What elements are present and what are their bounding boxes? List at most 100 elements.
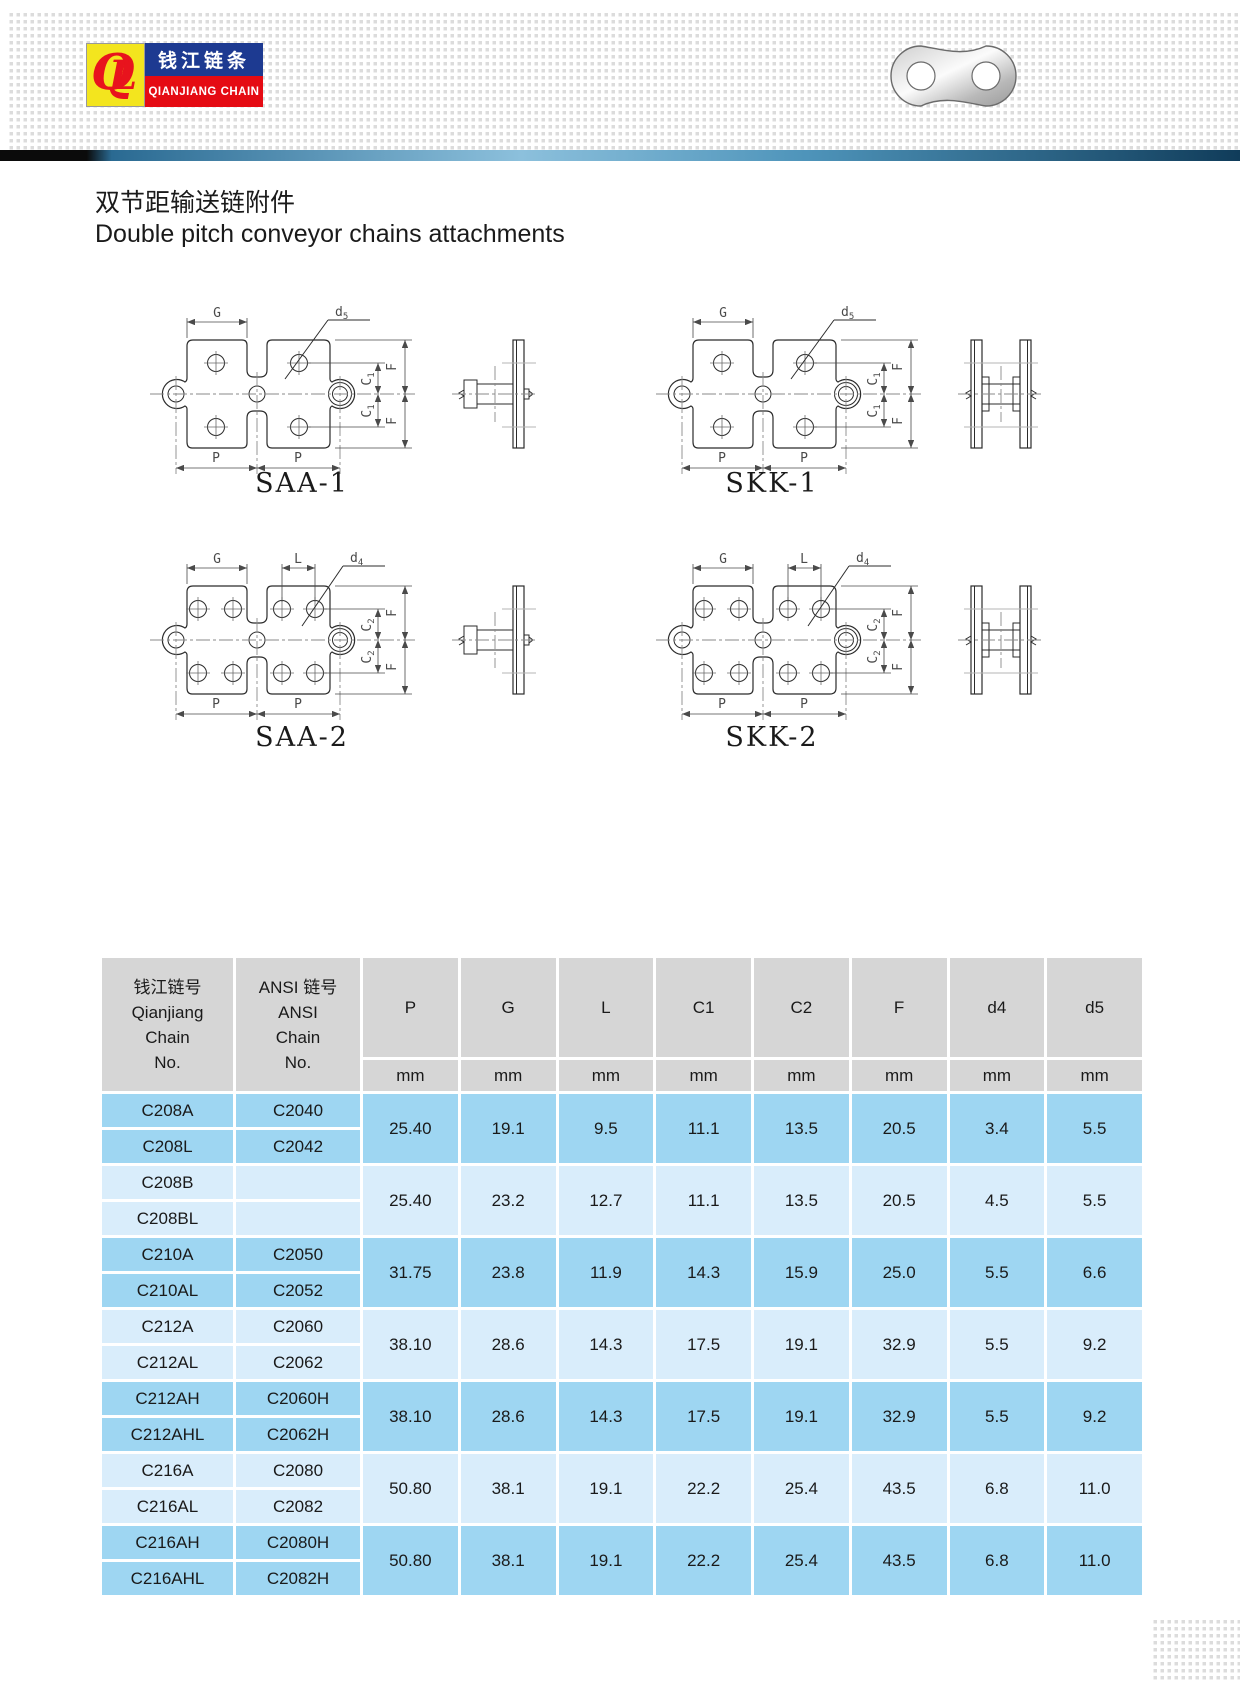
table-row: C216AH C2080H 50.80 38.1 19.1 22.2 25.4 43.5 6.8… (102, 1526, 1142, 1595)
chain-no-cell: C216AL (102, 1490, 233, 1523)
diagram-saa1: G d5 C1 C1 F F P P (149, 305, 539, 475)
ansi-no-cell: C2062H (236, 1418, 360, 1451)
svg-text:d5: d5 (841, 305, 854, 322)
value-cell: 22.2 (656, 1454, 751, 1523)
col-header-d5: d5 (1047, 958, 1142, 1057)
spec-table: 钱江链号 Qianjiang Chain No. ANSI 链号 ANSI Chain No.… (99, 955, 1145, 1598)
value-cell: 43.5 (851, 1454, 947, 1523)
value-cell: 32.9 (851, 1310, 947, 1379)
col-header-c2: C2 (754, 958, 849, 1057)
svg-text:P: P (800, 697, 808, 712)
chain-no-cell: C212AH (102, 1382, 233, 1415)
ansi-no-cell (236, 1166, 360, 1199)
value-cell: 11.1 (656, 1166, 751, 1235)
unit-cell: mm (1047, 1060, 1142, 1091)
value-cell: 25.40 (363, 1166, 458, 1235)
svg-text:C2: C2 (360, 618, 377, 631)
col-header-l: L (558, 958, 654, 1057)
svg-text:L: L (294, 552, 302, 567)
chain-no-cell: C212AHL (102, 1418, 233, 1451)
value-cell: 15.9 (754, 1238, 849, 1307)
chain-no-cell: C208BL (102, 1202, 233, 1235)
svg-text:C2: C2 (866, 618, 883, 631)
value-cell: 9.2 (1047, 1310, 1142, 1379)
value-cell: 6.8 (949, 1526, 1045, 1595)
value-cell: 28.6 (460, 1310, 556, 1379)
value-cell: 19.1 (558, 1526, 654, 1595)
page-title-cn: 双节距输送链附件 (95, 189, 296, 217)
svg-text:F: F (385, 417, 400, 425)
value-cell: 32.9 (851, 1382, 947, 1451)
table-row: C212AH C2060H 38.10 28.6 14.3 17.5 19.1 32.9 5.5… (102, 1382, 1142, 1451)
unit-cell: mm (851, 1060, 947, 1091)
value-cell: 14.3 (558, 1310, 654, 1379)
svg-text:L: L (800, 552, 808, 567)
value-cell: 11.1 (656, 1094, 751, 1163)
value-cell: 19.1 (754, 1382, 849, 1451)
table-row: C210AL C2052 (102, 1274, 1142, 1307)
spec-table-head: 钱江链号 Qianjiang Chain No. ANSI 链号 ANSI Chain No.… (102, 958, 1142, 1091)
table-row: C208BL (102, 1202, 1142, 1235)
diagram-label-skk1: SKK-1 (725, 468, 819, 499)
svg-text:G: G (213, 552, 221, 567)
svg-text:G: G (213, 306, 221, 321)
ansi-no-cell: C2082H (236, 1562, 360, 1595)
value-cell: 25.4 (754, 1526, 849, 1595)
ansi-no-cell: C2040 (236, 1094, 360, 1127)
chain-no-cell: C212A (102, 1310, 233, 1343)
col-header-p: P (363, 958, 458, 1057)
value-cell: 50.80 (363, 1526, 458, 1595)
unit-cell: mm (754, 1060, 849, 1091)
svg-text:F: F (385, 363, 400, 371)
value-cell: 43.5 (851, 1526, 947, 1595)
svg-text:G: G (719, 306, 727, 321)
header-pattern (6, 13, 1240, 150)
chain-no-cell: C208A (102, 1094, 233, 1127)
page-title: 双节距输送链附件 Double pitch conveyor chains at… (95, 188, 565, 250)
col-header-g: G (460, 958, 556, 1057)
value-cell: 38.1 (460, 1454, 556, 1523)
svg-text:P: P (212, 451, 220, 466)
svg-text:C1: C1 (866, 404, 883, 417)
ansi-no-cell: C2082 (236, 1490, 360, 1523)
svg-text:d4: d4 (350, 551, 363, 568)
value-cell: 5.5 (949, 1382, 1045, 1451)
value-cell: 11.9 (558, 1238, 654, 1307)
chain-no-cell: C208B (102, 1166, 233, 1199)
table-row: C212AHL C2062H (102, 1418, 1142, 1451)
value-cell: 25.0 (851, 1238, 947, 1307)
chain-no-cell: C210A (102, 1238, 233, 1271)
svg-text:C2: C2 (866, 650, 883, 663)
value-cell: 50.80 (363, 1454, 458, 1523)
unit-cell: mm (949, 1060, 1045, 1091)
footer-pattern (1150, 1620, 1240, 1683)
value-cell: 11.0 (1047, 1454, 1142, 1523)
svg-text:C1: C1 (866, 372, 883, 385)
svg-text:F: F (891, 663, 906, 671)
col-header-c1: C1 (656, 958, 751, 1057)
value-cell: 19.1 (460, 1094, 556, 1163)
value-cell: 22.2 (656, 1526, 751, 1595)
value-cell: 3.4 (949, 1094, 1045, 1163)
table-row: C212A C2060 38.10 28.6 14.3 17.5 19.1 32.9 5.5 9.… (102, 1310, 1142, 1379)
header-divider-bar (0, 150, 1240, 161)
chain-no-cell: C210AL (102, 1274, 233, 1307)
ansi-no-cell: C2062 (236, 1346, 360, 1379)
logo-letter-l: L (109, 52, 138, 99)
diagram-label-saa1: SAA-1 (255, 468, 349, 499)
brand-name-cn: 钱江链条 (145, 43, 263, 76)
table-row: C208B 25.40 23.2 12.7 11.1 13.5 20.5 4.5 5.5 (102, 1166, 1142, 1235)
brand-name-en: QIANJIANG CHAIN (145, 76, 263, 107)
chain-no-cell: C216AHL (102, 1562, 233, 1595)
spec-table-body: C208A C2040 25.40 19.1 9.5 11.1 13.5 20.5 3.4 5.5… (102, 1094, 1142, 1595)
value-cell: 19.1 (754, 1310, 849, 1379)
unit-cell: mm (460, 1060, 556, 1091)
ansi-no-cell: C2060 (236, 1310, 360, 1343)
col-header-f: F (851, 958, 947, 1057)
value-cell: 13.5 (754, 1166, 849, 1235)
value-cell: 14.3 (656, 1238, 751, 1307)
value-cell: 20.5 (851, 1166, 947, 1235)
value-cell: 12.7 (558, 1166, 654, 1235)
value-cell: 6.8 (949, 1454, 1045, 1523)
